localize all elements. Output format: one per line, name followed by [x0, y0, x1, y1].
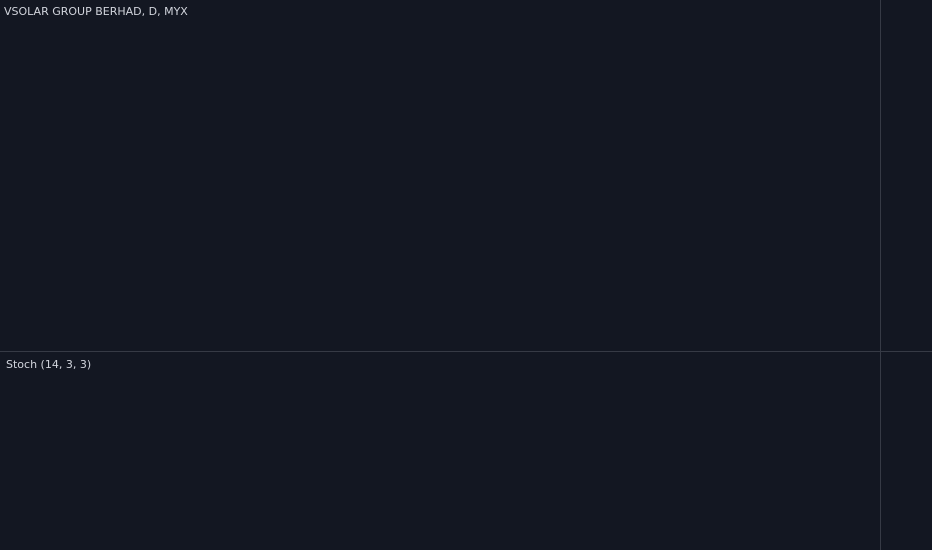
indicator-title: Stoch (14, 3, 3): [6, 358, 91, 371]
chart-title: VSOLAR GROUP BERHAD, D, MYX: [4, 5, 188, 18]
